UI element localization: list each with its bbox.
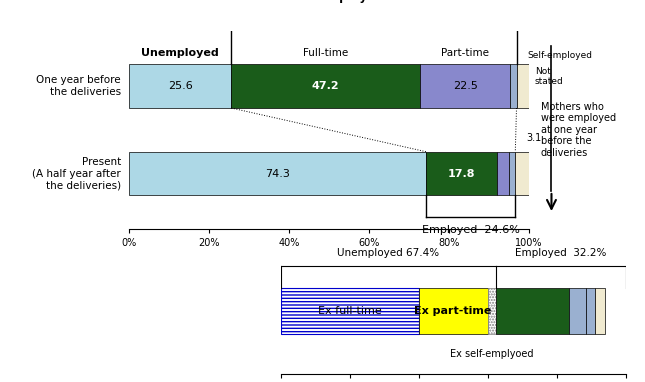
- Text: Self-employed: Self-employed: [528, 51, 592, 60]
- Bar: [496, 288, 569, 334]
- Text: Employed  32.2%: Employed 32.2%: [515, 248, 607, 258]
- Bar: [129, 152, 426, 196]
- Text: Part-time: Part-time: [441, 49, 489, 58]
- Bar: [420, 64, 510, 108]
- Text: Unemployed 67.4%: Unemployed 67.4%: [337, 248, 439, 258]
- Bar: [129, 64, 232, 108]
- Text: Employed  24.6%: Employed 24.6%: [422, 225, 520, 235]
- Bar: [595, 288, 605, 334]
- Bar: [488, 288, 496, 334]
- Text: 74.3: 74.3: [265, 168, 290, 178]
- Text: 17.8: 17.8: [448, 168, 475, 178]
- Bar: [586, 288, 595, 334]
- Bar: [232, 64, 420, 108]
- Text: Mothers who
were employed
at one year
before the
deliveries: Mothers who were employed at one year be…: [541, 102, 616, 158]
- Bar: [426, 152, 497, 196]
- Text: 47.2: 47.2: [312, 81, 339, 91]
- Bar: [517, 64, 529, 108]
- Text: Present
(A half year after
the deliveries): Present (A half year after the deliverie…: [32, 157, 121, 190]
- Bar: [510, 64, 517, 108]
- Text: 25.6: 25.6: [168, 81, 193, 91]
- Text: Employed 73.5%: Employed 73.5%: [319, 0, 429, 3]
- Bar: [281, 288, 419, 334]
- Bar: [569, 288, 586, 334]
- Text: Ex full-time: Ex full-time: [318, 306, 381, 316]
- Text: Full-time: Full-time: [303, 49, 348, 58]
- Bar: [497, 152, 510, 196]
- Bar: [510, 152, 515, 196]
- Bar: [515, 152, 529, 196]
- Text: Not
stated: Not stated: [535, 66, 564, 86]
- Text: One year before
the deliveries: One year before the deliveries: [36, 75, 121, 97]
- Bar: [419, 288, 488, 334]
- Text: Ex self-emplyoed: Ex self-emplyoed: [450, 349, 533, 359]
- Text: 3.1: 3.1: [527, 133, 542, 143]
- Text: Unemployed: Unemployed: [141, 49, 219, 58]
- Text: 22.5: 22.5: [453, 81, 477, 91]
- Text: Ex part-time: Ex part-time: [415, 306, 491, 316]
